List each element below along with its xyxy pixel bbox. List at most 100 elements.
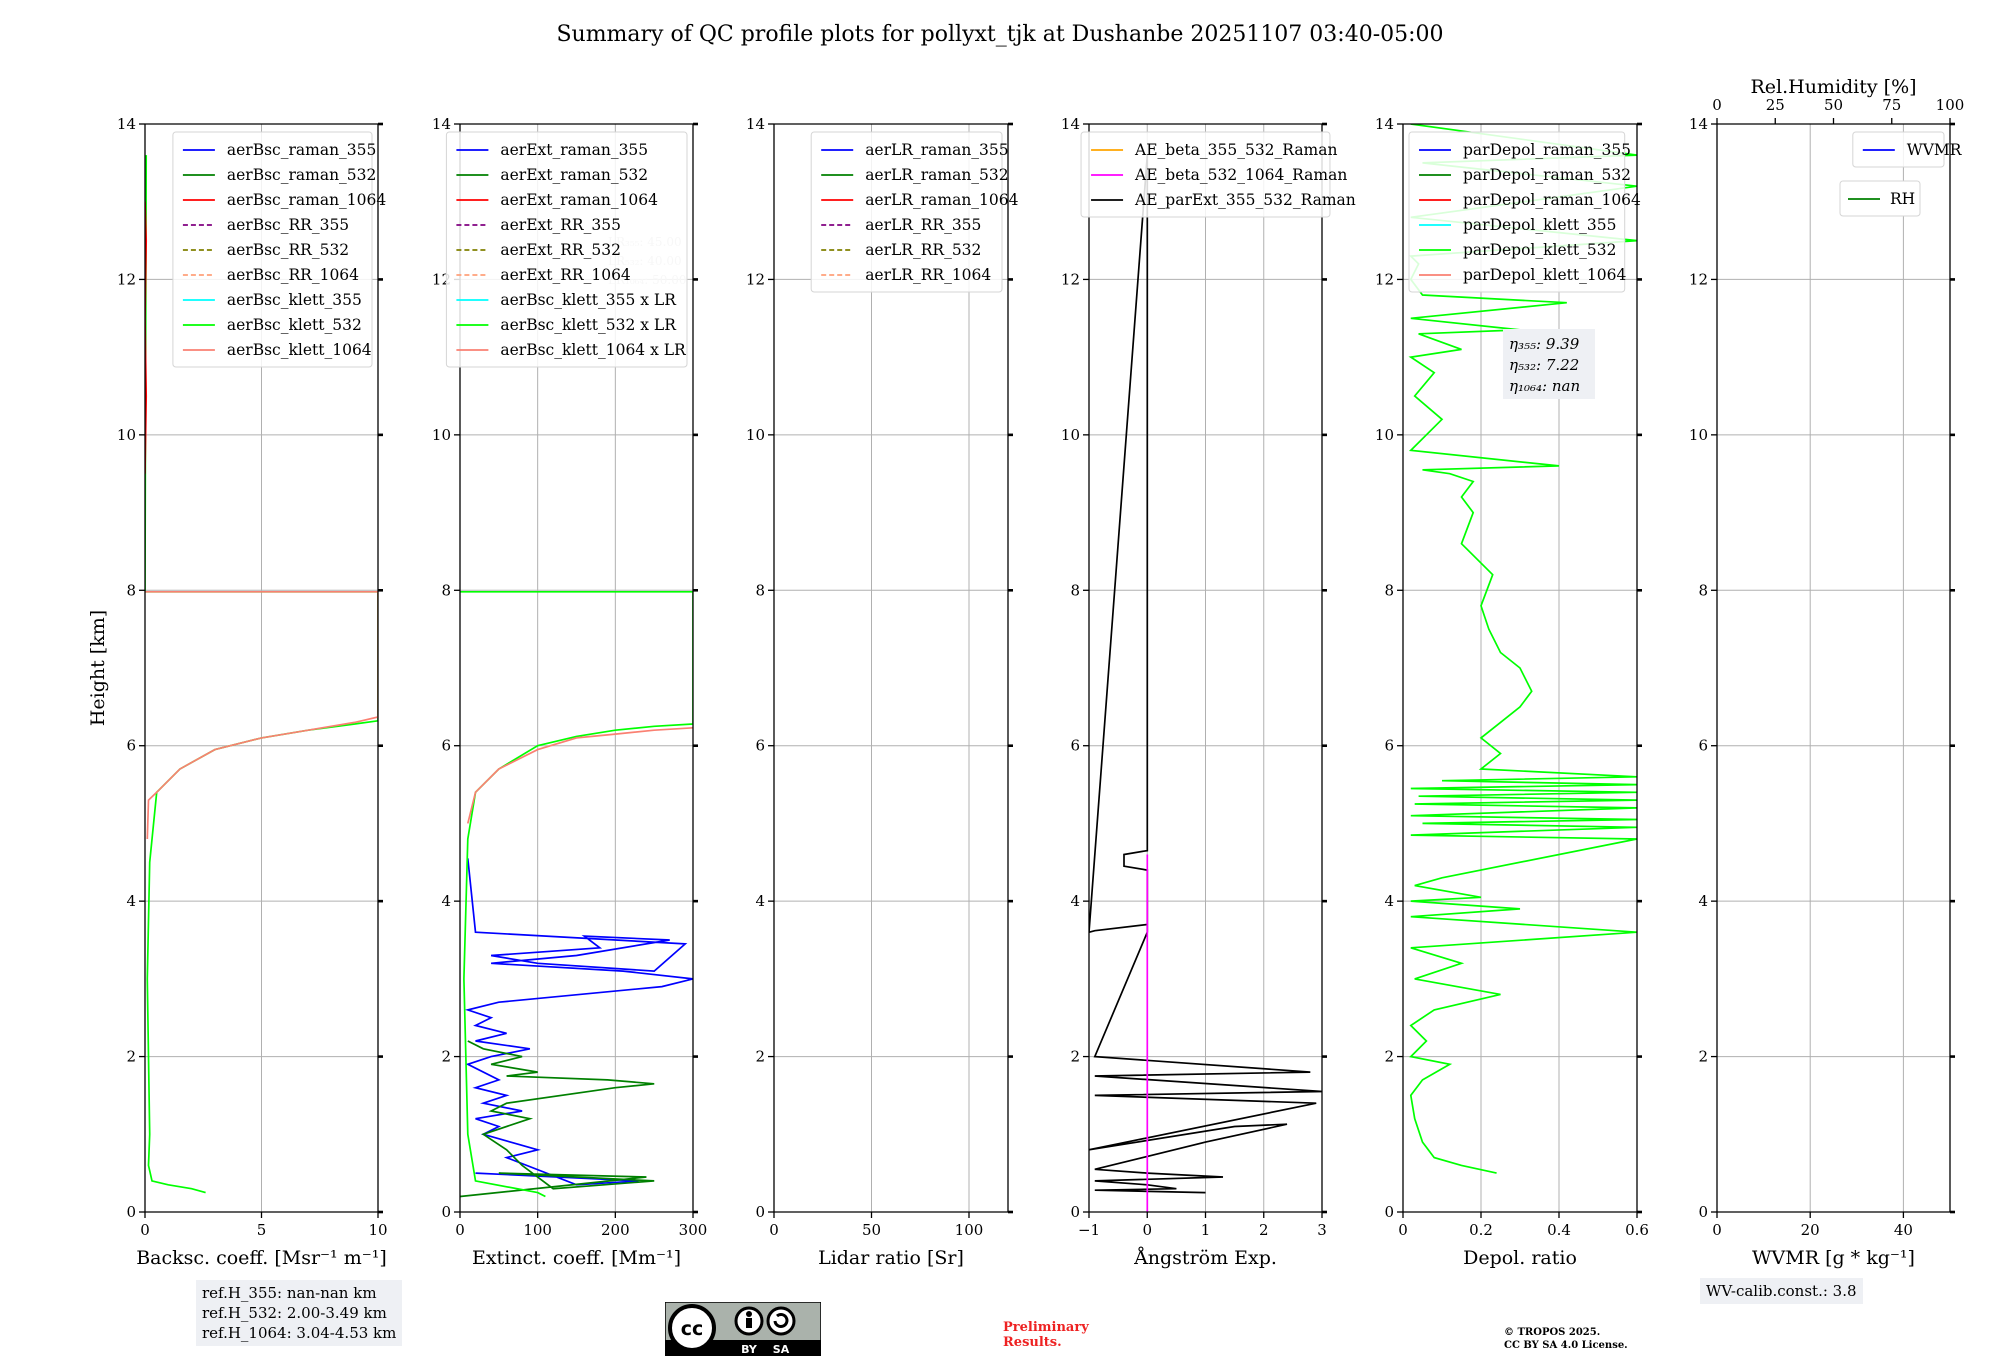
xtick-label: 0 — [1398, 1221, 1408, 1239]
xtick-label: 20 — [1801, 1221, 1820, 1239]
legend-frame — [810, 131, 1003, 293]
ytick-label: 2 — [1384, 1048, 1394, 1066]
legend-frame — [1080, 131, 1331, 218]
legend-entry: aerBsc_raman_1064 — [227, 191, 387, 209]
ytick-label: 8 — [1384, 581, 1394, 599]
ytick-label: 8 — [755, 581, 765, 599]
panel-depol: 0 2 4 6 8 10 12 14 0 0.2 0.4 0.6 Depol. ratio η₃₅₅: 9… — [1375, 115, 1649, 1269]
legend-entry: aerLR_RR_355 — [865, 216, 981, 234]
top-xtick-label: 50 — [1824, 96, 1843, 114]
panel-lr: 0 2 4 6 8 10 12 14 0 50 100 Lidar ratio [Sr] aerLR_r… — [746, 115, 1019, 1269]
legend-entry: aerLR_RR_532 — [865, 241, 981, 259]
ytick-label: 4 — [1070, 892, 1080, 910]
ytick-label: 12 — [1689, 270, 1708, 288]
legend-entry: aerBsc_klett_355 x LR — [500, 291, 677, 309]
legend-frame — [445, 131, 688, 368]
ytick-label: 0 — [1698, 1203, 1708, 1221]
sa-share-icon — [766, 1306, 796, 1336]
ytick-label: 4 — [441, 892, 451, 910]
ytick-label: 10 — [117, 426, 136, 444]
eta-label: η₁₀₆₄: nan — [1509, 377, 1580, 395]
xlabel-ae: Ångström Exp. — [1133, 1247, 1277, 1269]
ytick-label: 6 — [441, 737, 451, 755]
tropos-license: © TROPOS 2025. CC BY SA 4.0 License. — [1504, 1326, 1628, 1352]
legend-entry: parDepol_klett_532 — [1463, 241, 1616, 259]
legend-entry: parDepol_raman_1064 — [1463, 191, 1641, 209]
ytick-label: 2 — [755, 1048, 765, 1066]
ytick-label: 14 — [432, 115, 451, 133]
top-xtick-label: 100 — [1936, 96, 1965, 114]
ytick-label: 10 — [1689, 426, 1708, 444]
series-AE_parExt_355_532_Raman — [1089, 155, 1322, 1194]
ytick-label: 4 — [1698, 892, 1708, 910]
series-aerBsc_klett_1064 x LR — [466, 726, 693, 824]
ytick-label: 6 — [1698, 737, 1708, 755]
eta-box — [1503, 329, 1595, 399]
legend-entry: WVMR — [1907, 141, 1963, 159]
xtick-label: 3 — [1317, 1221, 1327, 1239]
ytick-label: 0 — [1070, 1203, 1080, 1221]
ytick-label: 0 — [126, 1203, 136, 1221]
xtick-label: 40 — [1894, 1221, 1913, 1239]
xtick-label: 0.2 — [1469, 1221, 1493, 1239]
legend-entry: aerExt_RR_532 — [500, 241, 621, 259]
xtick-label: 2 — [1259, 1221, 1269, 1239]
top-xtick-label: 75 — [1882, 96, 1901, 114]
legend-entry: aerBsc_RR_1064 — [227, 266, 359, 284]
series-aerExt_raman_532 — [460, 1040, 655, 1198]
legend-entry: aerBsc_RR_355 — [227, 216, 349, 234]
legend-frame — [1852, 131, 1945, 168]
ytick-label: 0 — [1384, 1203, 1394, 1221]
reference-height-box: ref.H_355: nan-nan km ref.H_532: 2.00-3.… — [196, 1280, 403, 1346]
legend-bsc: aerBsc_raman_355 aerBsc_raman_532 aerBsc_r… — [172, 131, 387, 368]
legend-entry: aerBsc_raman_532 — [227, 166, 377, 184]
series-parDepol_klett_532 — [1408, 124, 1637, 1174]
xlabel-ext: Extinct. coeff. [Mm⁻¹] — [472, 1247, 681, 1269]
legend-entry: aerBsc_raman_355 — [227, 141, 377, 159]
panel-bsc: 0 2 4 6 8 10 12 14 0 5 10 Backsc. coeff. [Msr⁻¹ m⁻¹… — [117, 115, 388, 1269]
legend-entry: parDepol_raman_532 — [1463, 166, 1631, 184]
legend-frame — [172, 131, 373, 368]
ytick-label: 12 — [1375, 270, 1394, 288]
top-xlabel: Rel.Humidity [%] — [1750, 76, 1916, 98]
legend-entry: aerLR_raman_355 — [865, 141, 1008, 159]
legend-ext: aerExt_raman_355 aerExt_raman_532 aerExt_r… — [445, 131, 688, 368]
legend-entry: AE_beta_355_532_Raman — [1134, 141, 1337, 159]
prelim-line-1: Preliminary — [1003, 1320, 1089, 1335]
xtick-label: 300 — [679, 1221, 708, 1239]
cc-icon — [668, 1304, 716, 1352]
tropos-line-2: CC BY SA 4.0 License. — [1504, 1340, 1628, 1351]
ytick-label: 14 — [1375, 115, 1394, 133]
xtick-label: 0 — [1142, 1221, 1152, 1239]
legend-entry: aerLR_RR_1064 — [865, 266, 991, 284]
xtick-label: −1 — [1078, 1221, 1100, 1239]
xtick-label: 0.6 — [1625, 1221, 1649, 1239]
ytick-label: 14 — [746, 115, 765, 133]
xtick-label: 0 — [1712, 1221, 1722, 1239]
y-axis-label: Height [km] — [87, 610, 109, 726]
legend-frame — [1408, 131, 1626, 293]
series-aerBsc_raman_1064 — [145, 201, 148, 474]
ytick-label: 12 — [746, 270, 765, 288]
xlabel-bsc: Backsc. coeff. [Msr⁻¹ m⁻¹] — [136, 1247, 387, 1269]
ytick-label: 6 — [1070, 737, 1080, 755]
wv-calib-box: WV-calib.const.: 3.8 — [1700, 1278, 1863, 1304]
legend-wv: WVMR RH — [1839, 131, 1963, 217]
ytick-label: 2 — [441, 1048, 451, 1066]
legend-entry: AE_parExt_355_532_Raman — [1134, 191, 1356, 209]
series-aerExt_raman_355 — [464, 858, 693, 1186]
tropos-line-1: © TROPOS 2025. — [1504, 1327, 1601, 1338]
eta-label: η₃₅₅: 9.39 — [1509, 335, 1580, 353]
ytick-label: 8 — [441, 581, 451, 599]
ytick-label: 4 — [1384, 892, 1394, 910]
ytick-label: 14 — [117, 115, 136, 133]
ytick-label: 12 — [1061, 270, 1080, 288]
xtick-label: 0 — [769, 1221, 779, 1239]
legend-entry: aerExt_raman_532 — [500, 166, 648, 184]
preliminary-notice: Preliminary Results. — [1003, 1320, 1089, 1350]
ytick-label: 10 — [746, 426, 765, 444]
legend-lr: aerLR_raman_355 aerLR_raman_532 aerLR_rama… — [810, 131, 1019, 293]
legend-entry: aerLR_raman_532 — [865, 166, 1008, 184]
ytick-label: 14 — [1689, 115, 1708, 133]
